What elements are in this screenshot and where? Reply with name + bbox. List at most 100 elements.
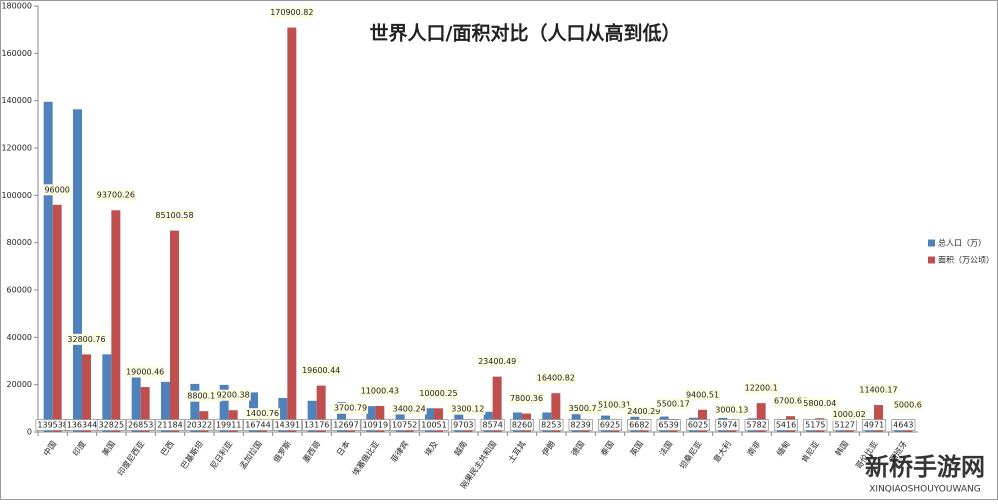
- value-label: 170900.82: [270, 8, 313, 17]
- value-label-box: [743, 382, 779, 394]
- value-label-box: [891, 419, 916, 431]
- bar: [366, 406, 376, 432]
- value-label-box: [450, 403, 486, 415]
- value-label: 5416: [776, 421, 796, 430]
- bar: [52, 204, 62, 432]
- value-label: 2400.29: [627, 407, 660, 416]
- value-label-box: [714, 404, 750, 416]
- value-label-box: [301, 365, 342, 377]
- bar: [43, 101, 53, 432]
- value-label-box: [186, 390, 222, 402]
- bar: [161, 381, 170, 432]
- bar: [551, 393, 561, 432]
- value-label: 9703: [453, 421, 473, 430]
- value-label-box: [126, 419, 156, 431]
- bar: [140, 387, 150, 432]
- value-label: 3300.12: [451, 405, 484, 414]
- value-label: 6700.66: [774, 397, 807, 406]
- value-label-box: [772, 395, 809, 407]
- value-label-box: [480, 419, 505, 431]
- value-label: 23400.49: [478, 357, 516, 366]
- bar: [82, 354, 91, 432]
- value-label: 4643: [893, 421, 913, 430]
- value-label-box: [244, 408, 281, 420]
- bar: [111, 210, 121, 432]
- value-label-box: [215, 389, 251, 401]
- value-label-box: [656, 419, 681, 431]
- value-label: 5175: [805, 421, 825, 430]
- value-label: 85100.58: [155, 211, 193, 220]
- value-label-box: [155, 419, 185, 431]
- value-label: 11000.43: [361, 386, 399, 395]
- value-label-box: [418, 387, 459, 399]
- value-label-box: [715, 419, 740, 431]
- value-label: 5100.31: [598, 400, 631, 409]
- value-label-box: [627, 419, 652, 431]
- value-label: 8574: [482, 421, 502, 430]
- y-tick-label: 120000: [1, 144, 32, 153]
- value-label: 16400.82: [537, 374, 575, 383]
- value-label: 139538: [37, 421, 68, 430]
- y-tick-label: 40000: [7, 333, 32, 342]
- value-label-box: [43, 184, 71, 196]
- bar: [316, 385, 326, 432]
- value-label-box: [243, 419, 273, 431]
- value-label: 1000.02: [833, 410, 866, 419]
- value-label-box: [510, 419, 534, 431]
- value-label-box: [539, 419, 564, 431]
- y-tick-label: 160000: [1, 49, 32, 58]
- value-label: 19000.46: [126, 368, 164, 377]
- value-label: 8260: [512, 421, 532, 430]
- value-label-box: [419, 419, 449, 431]
- value-label-box: [598, 419, 622, 431]
- value-label: 16744: [245, 421, 270, 430]
- value-label: 13176: [304, 421, 329, 430]
- value-label: 19600.44: [302, 366, 340, 375]
- bar: [337, 401, 346, 432]
- value-label-box: [686, 419, 710, 431]
- value-label-box: [214, 419, 244, 431]
- value-label-box: [744, 419, 769, 431]
- value-label-box: [391, 403, 427, 415]
- value-label: 20322: [187, 421, 212, 430]
- value-label-box: [125, 366, 166, 378]
- value-label-box: [66, 333, 107, 345]
- value-label-box: [568, 419, 593, 431]
- value-label-box: [302, 419, 332, 431]
- value-label: 6539: [658, 421, 678, 430]
- value-label: 6925: [600, 421, 620, 430]
- chart-title: 世界人口/面积对比（人口从高到低）: [370, 22, 681, 45]
- value-label-box: [535, 372, 576, 384]
- value-label: 12697: [333, 421, 358, 430]
- bar: [756, 403, 766, 432]
- bar: [375, 405, 385, 432]
- value-label: 9400.51: [686, 390, 719, 399]
- value-label-box: [892, 399, 923, 411]
- watermark-sub: XINQIAOSHOUYOUWANG: [869, 485, 980, 495]
- value-label: 93700.26: [97, 191, 135, 200]
- bar: [492, 376, 502, 432]
- value-label: 5000.6: [894, 401, 922, 410]
- value-label-box: [567, 403, 603, 415]
- value-label-box: [774, 419, 798, 431]
- value-label: 21184: [157, 421, 182, 430]
- value-label: 10919: [363, 421, 388, 430]
- value-label: 136344: [67, 421, 98, 430]
- value-label-box: [184, 419, 214, 431]
- value-label-box: [508, 393, 545, 405]
- value-label: 9200.38: [217, 391, 250, 400]
- value-label: 3500.71: [569, 404, 602, 413]
- value-label-box: [390, 419, 420, 431]
- value-label-box: [655, 398, 691, 410]
- value-label: 32800.76: [67, 335, 105, 344]
- y-tick-label: 140000: [1, 96, 32, 105]
- value-label: 12200.1: [745, 384, 778, 393]
- value-label: 10000.25: [419, 389, 457, 398]
- value-label-box: [803, 419, 828, 431]
- value-label-box: [477, 356, 518, 368]
- value-label: 6682: [629, 421, 649, 430]
- watermark: 新桥手游网: [865, 453, 985, 481]
- bar: [219, 384, 229, 432]
- bar: [278, 397, 288, 432]
